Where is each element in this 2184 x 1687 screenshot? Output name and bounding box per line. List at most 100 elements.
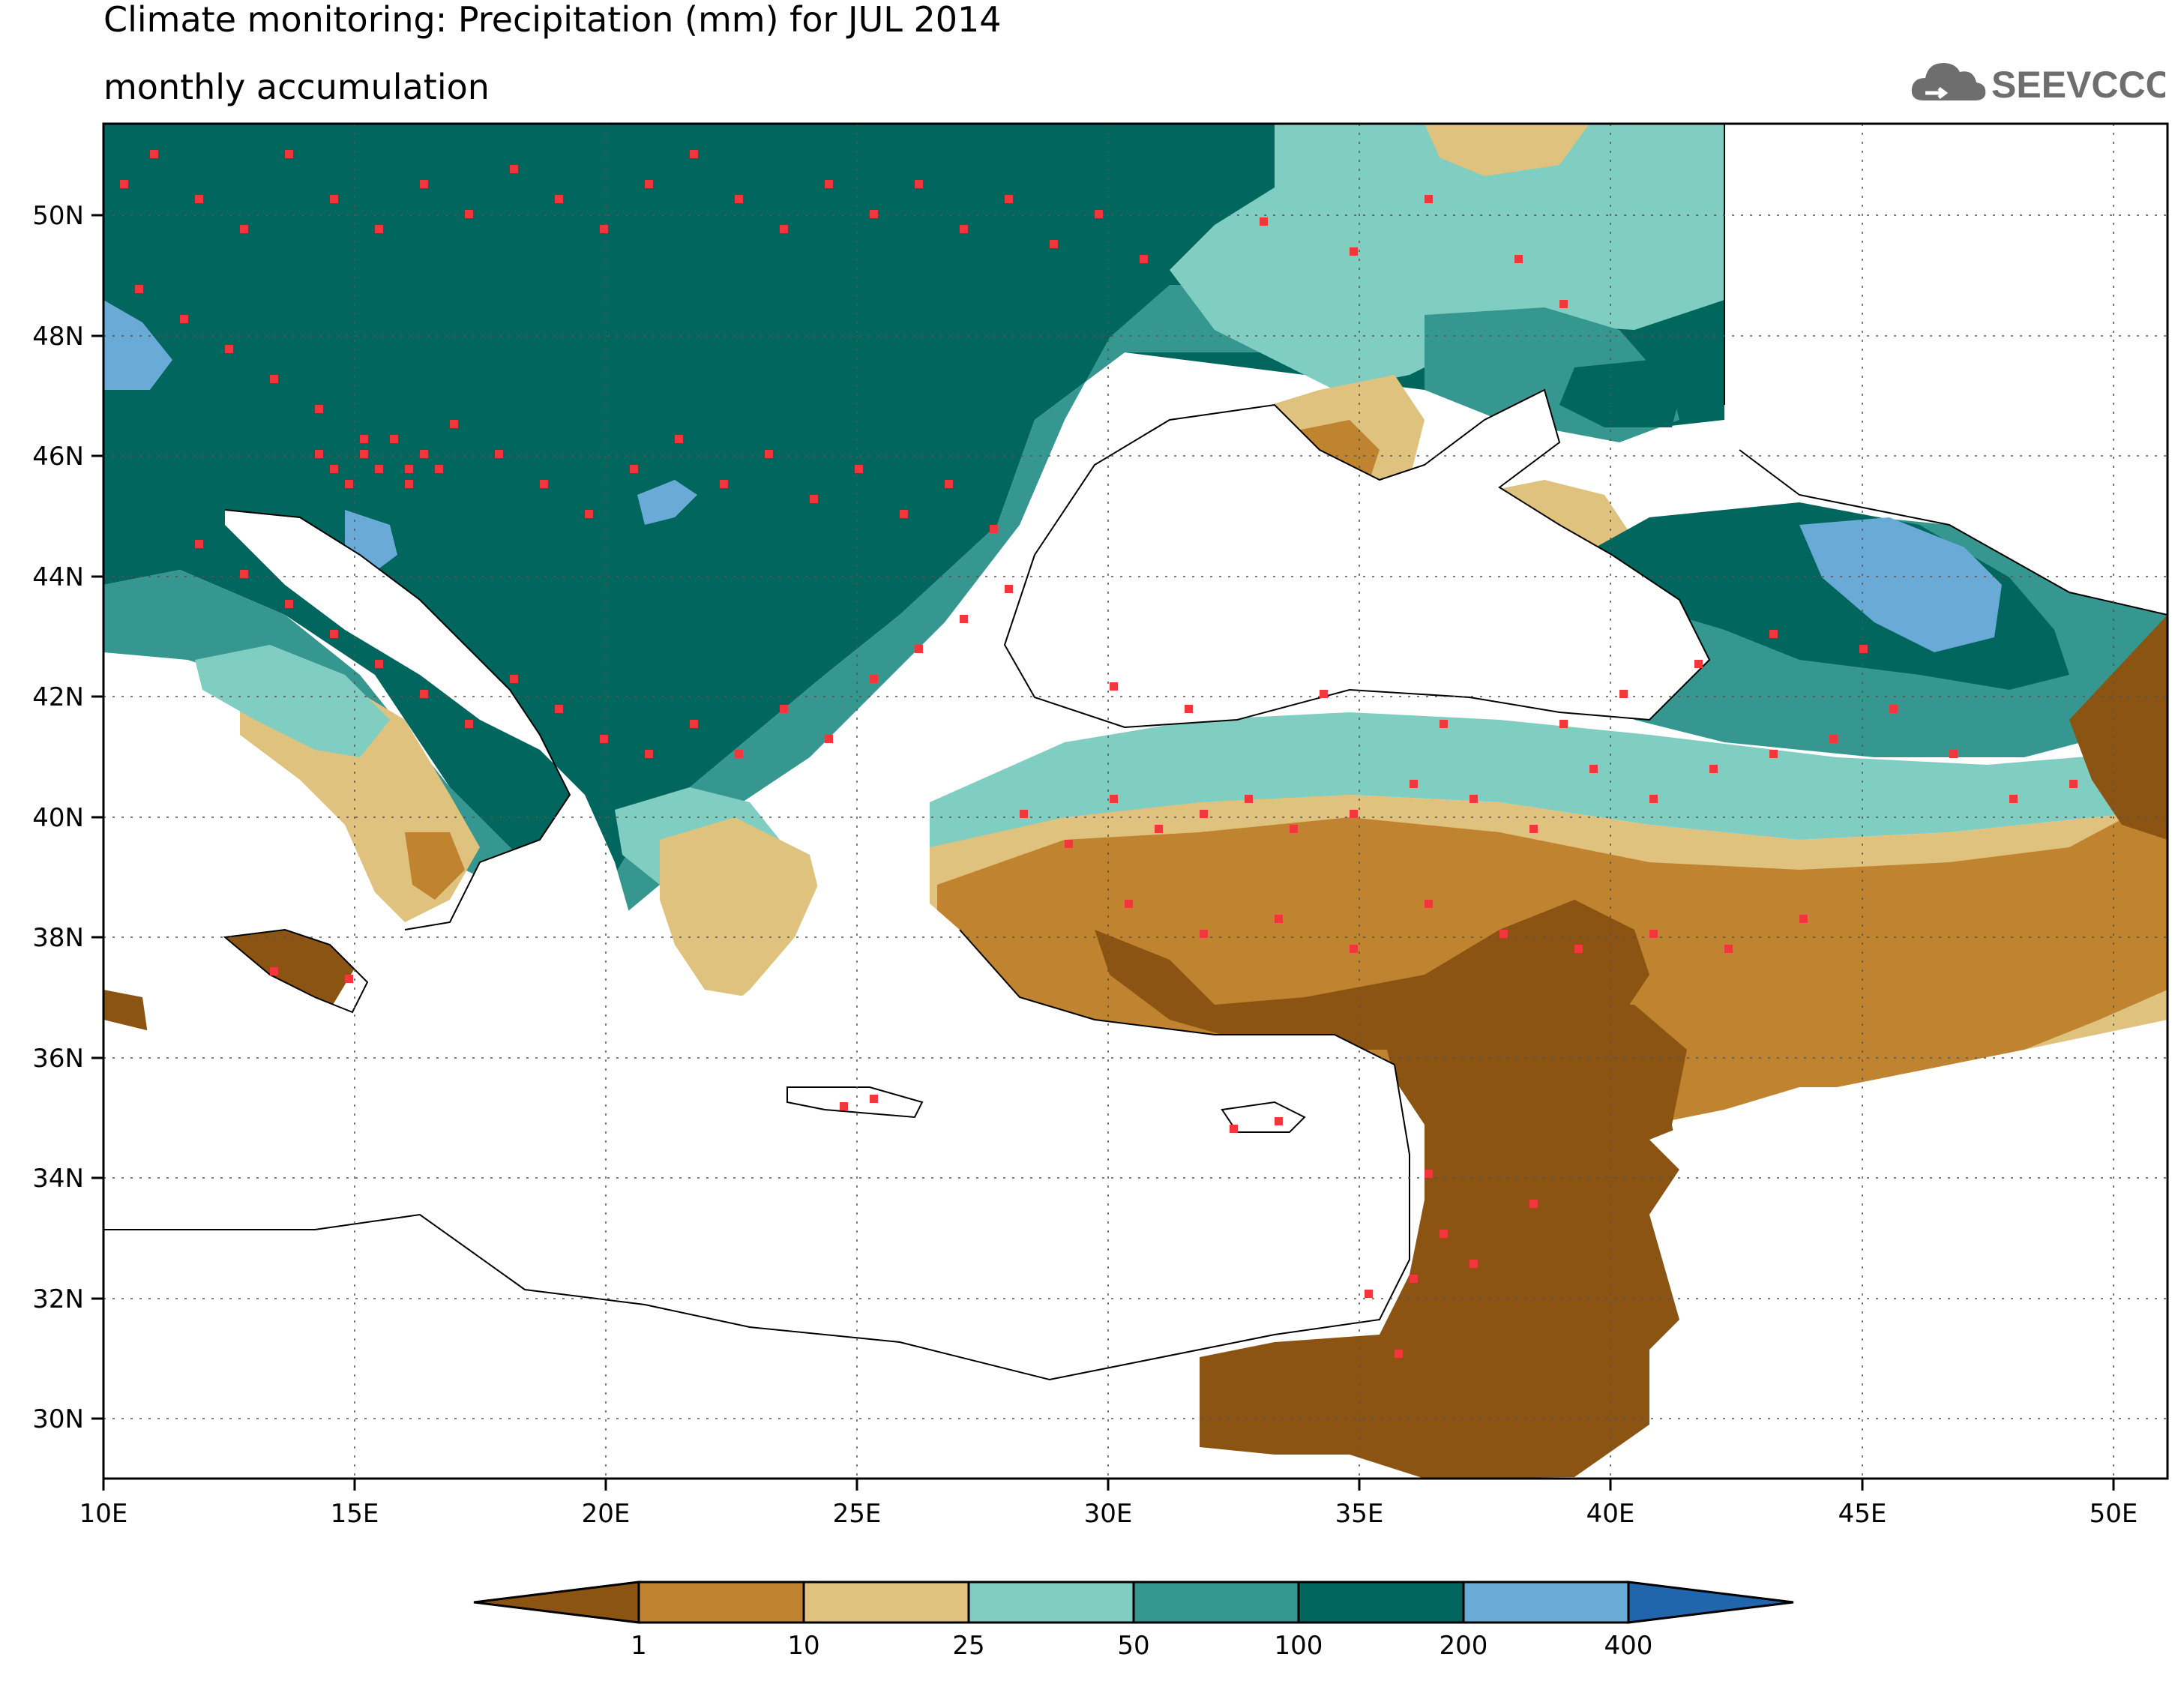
- station-marker: [600, 225, 608, 233]
- lat-tick-label: 44N: [32, 562, 84, 592]
- station-marker: [405, 465, 413, 473]
- lon-tick-label: 10E: [79, 1499, 128, 1529]
- station-marker: [1350, 247, 1358, 256]
- station-marker: [1155, 825, 1163, 833]
- station-marker: [1889, 705, 1898, 713]
- legend-swatch-below-1: [473, 1581, 640, 1624]
- station-marker: [1365, 1290, 1373, 1298]
- lon-tick-label: 25E: [833, 1499, 882, 1529]
- station-marker: [1514, 255, 1523, 263]
- station-marker: [270, 375, 278, 383]
- station-marker: [435, 465, 443, 473]
- station-marker: [960, 615, 968, 623]
- field-lt1-levant: [1200, 1005, 1687, 1479]
- station-marker: [420, 690, 428, 698]
- station-marker: [960, 225, 968, 233]
- lon-tick-label: 30E: [1084, 1499, 1133, 1529]
- station-marker: [330, 465, 338, 473]
- field-1-10-sicily: [225, 930, 367, 1012]
- station-marker: [2069, 780, 2078, 788]
- legend-swatch-200-400: [1462, 1581, 1630, 1624]
- station-marker: [810, 495, 818, 503]
- field-200-400-serbia: [637, 480, 697, 525]
- station-marker: [285, 600, 293, 608]
- outside-domain-africa: [103, 1230, 1200, 1479]
- lat-tick-label: 46N: [32, 442, 84, 472]
- station-marker: [735, 195, 743, 203]
- station-marker: [825, 735, 833, 743]
- legend-swatch-1-10: [637, 1581, 805, 1624]
- seevccc-logo: SEEVCCC: [1911, 63, 2165, 106]
- mediterranean-sea: [103, 510, 1410, 1380]
- station-marker: [1410, 1275, 1418, 1283]
- station-marker: [600, 735, 608, 743]
- lon-tick-label: 35E: [1335, 1499, 1384, 1529]
- field-25-50-turkey: [930, 712, 2168, 855]
- station-marker: [150, 150, 158, 158]
- cloud-icon: [1911, 63, 1986, 100]
- station-marker: [345, 975, 353, 983]
- station-marker: [1694, 660, 1703, 668]
- station-marker: [1140, 255, 1148, 263]
- legend-labels: 1 10 25 50 100 200 400: [631, 1631, 1652, 1661]
- station-marker: [765, 450, 773, 458]
- station-marker: [1260, 217, 1268, 226]
- station-marker: [1574, 945, 1583, 953]
- legend-swatch-50-100: [1132, 1581, 1300, 1624]
- station-marker: [330, 195, 338, 203]
- station-marker: [1020, 810, 1028, 818]
- legend-label: 400: [1604, 1631, 1653, 1661]
- station-marker: [1410, 780, 1418, 788]
- station-marker: [870, 1095, 878, 1103]
- station-marker: [465, 210, 473, 218]
- station-marker: [1095, 210, 1103, 218]
- field-10-25-top: [1425, 124, 1589, 176]
- station-marker: [1440, 720, 1448, 728]
- legend-label: 25: [952, 1631, 984, 1661]
- station-marker: [1050, 240, 1058, 248]
- station-marker: [1185, 705, 1193, 713]
- lon-tick-label: 15E: [331, 1499, 379, 1529]
- lat-tick-label: 50N: [32, 201, 84, 231]
- station-marker: [2009, 795, 2018, 803]
- lat-tick-label: 36N: [32, 1044, 84, 1074]
- station-marker: [540, 480, 548, 488]
- station-marker: [375, 660, 383, 668]
- station-marker: [1529, 825, 1538, 833]
- station-marker: [1245, 795, 1253, 803]
- station-marker: [690, 150, 698, 158]
- station-marker: [1320, 690, 1328, 698]
- station-marker: [1559, 300, 1568, 308]
- lon-tick-label: 50E: [2090, 1499, 2138, 1529]
- station-marker: [630, 465, 638, 473]
- station-marker: [555, 705, 563, 713]
- station-marker: [375, 225, 383, 233]
- station-marker: [420, 180, 428, 188]
- map-subtitle: monthly accumulation: [103, 67, 490, 107]
- legend-label: 100: [1275, 1631, 1323, 1661]
- lat-tick-label: 42N: [32, 682, 84, 712]
- legend-label: 10: [787, 1631, 819, 1661]
- station-marker: [450, 420, 458, 428]
- station-marker: [1425, 900, 1433, 908]
- station-marker: [870, 210, 878, 218]
- station-marker: [240, 225, 248, 233]
- station-marker: [375, 465, 383, 473]
- station-marker: [1829, 735, 1838, 743]
- station-marker: [1559, 720, 1568, 728]
- station-marker: [1005, 195, 1013, 203]
- station-marker: [420, 450, 428, 458]
- station-marker: [1275, 915, 1283, 923]
- station-marker: [1469, 795, 1478, 803]
- station-marker: [1425, 195, 1433, 203]
- lon-tick-label: 45E: [1838, 1499, 1887, 1529]
- station-marker: [870, 675, 878, 683]
- station-marker: [1529, 1200, 1538, 1208]
- station-marker: [675, 435, 683, 443]
- map-frame: [102, 122, 2169, 1480]
- station-marker: [1859, 645, 1868, 653]
- legend-swatch-100-200: [1297, 1581, 1465, 1624]
- station-marker: [195, 195, 203, 203]
- station-marker: [945, 480, 953, 488]
